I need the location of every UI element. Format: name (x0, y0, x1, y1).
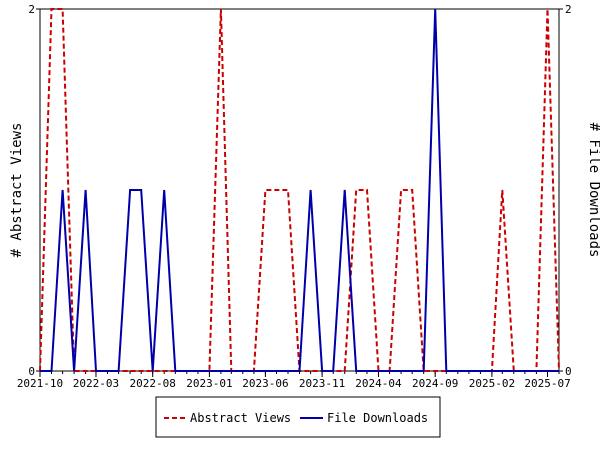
plot-area (39, 8, 560, 372)
x-tick-label: 2024-09 (412, 377, 458, 390)
series-line-file-downloads (40, 8, 559, 372)
legend-label-file-downloads: File Downloads (327, 411, 428, 425)
y-axis-left-title: # Abstract Views (9, 123, 25, 258)
x-tick-label: 2025-02 (469, 377, 515, 390)
y-axis-right-title: # File Downloads (586, 123, 600, 258)
x-tick-label: 2023-01 (186, 377, 232, 390)
x-tick-label: 2024-04 (355, 377, 402, 390)
y-left-tick-label: 0 (28, 365, 35, 378)
y-right-tick-label: 0 (565, 365, 572, 378)
x-axis: 2021-10 2022-03 2022-08 2023-01 2023-06 2023-… (17, 371, 571, 390)
x-tick-label: 2023-11 (299, 377, 345, 390)
y-left-tick-label: 2 (28, 3, 35, 16)
x-tick-label: 2025-07 (524, 377, 570, 390)
series-lines (39, 8, 560, 372)
legend-label-abstract-views: Abstract Views (190, 411, 291, 425)
x-tick-label: 2022-03 (73, 377, 119, 390)
x-tick-label: 2022-08 (130, 377, 176, 390)
legend-box (155, 396, 441, 438)
y-axes: 0 2 0 2 (28, 3, 571, 378)
x-tick-label: 2023-06 (242, 377, 288, 390)
legend: Abstract Views File Downloads (155, 396, 441, 438)
y-right-tick-label: 2 (565, 3, 572, 16)
x-tick-label: 2021-10 (17, 377, 63, 390)
